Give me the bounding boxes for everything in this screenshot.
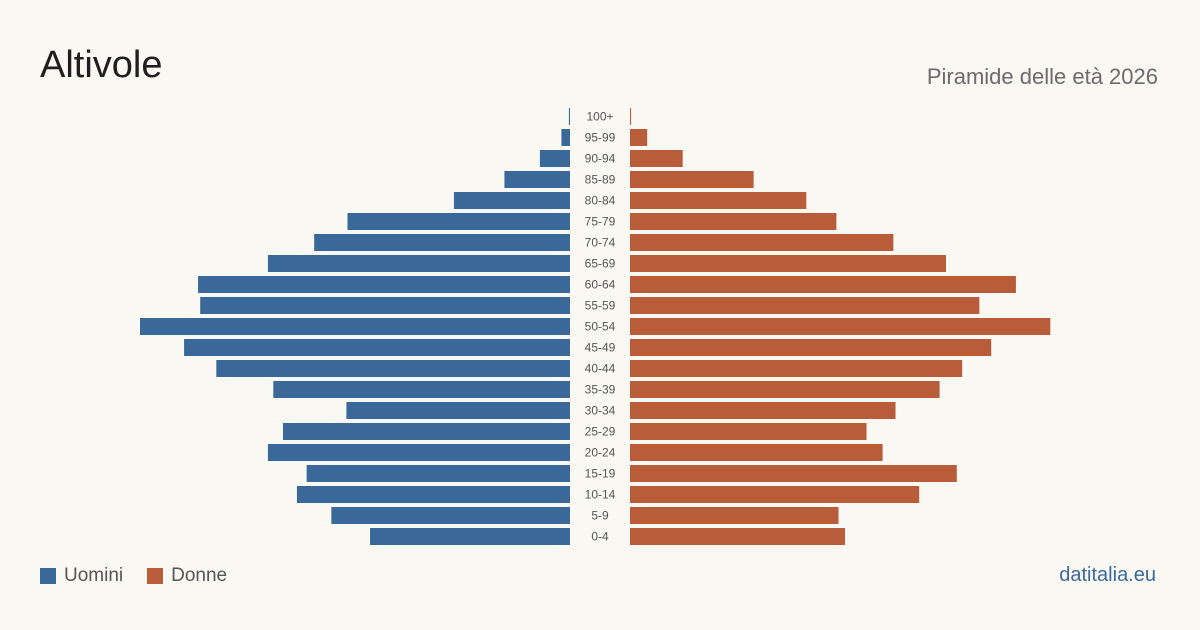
bar-women-5-9 [630,507,839,524]
bar-women-70-74 [630,234,894,251]
bar-women-25-29 [630,423,867,440]
bar-women-95-99 [630,129,648,146]
age-label-10-14: 10-14 [585,488,616,502]
bar-women-90-94 [630,150,683,167]
legend-item-women: Donne [147,565,227,587]
bar-men-30-34 [346,402,570,419]
legend-label-men: Uomini [64,565,124,586]
legend-label-women: Donne [171,565,228,586]
age-label-80-84: 80-84 [585,194,616,208]
age-label-70-74: 70-74 [585,236,616,250]
bar-men-85-89 [504,171,570,188]
bar-men-65-69 [267,255,570,272]
bar-men-15-19 [306,465,570,482]
age-label-5-9: 5-9 [591,509,609,523]
bar-men-75-79 [347,213,570,230]
bar-women-100+ [630,108,632,125]
age-label-35-39: 35-39 [585,383,616,397]
bar-women-65-69 [630,255,947,272]
bar-women-80-84 [630,192,807,209]
bar-men-50-54 [140,318,570,335]
bar-women-10-14 [630,486,920,503]
legend-swatch-women [147,568,164,584]
bar-women-60-64 [630,276,1016,293]
bar-women-55-59 [630,297,980,314]
bar-women-35-39 [630,381,940,398]
bar-men-90-94 [539,150,570,167]
bar-women-45-49 [630,339,992,356]
bar-women-0-4 [630,528,845,545]
bar-men-20-24 [267,444,570,461]
bar-men-40-44 [216,360,570,377]
age-label-45-49: 45-49 [585,341,616,355]
bar-women-20-24 [630,444,883,461]
age-label-50-54: 50-54 [585,320,616,334]
age-label-55-59: 55-59 [585,299,616,313]
chart-legend: Uomini Donne [40,565,241,587]
bar-women-75-79 [630,213,837,230]
age-label-15-19: 15-19 [585,467,616,481]
age-label-100+: 100+ [586,110,613,124]
bar-women-30-34 [630,402,896,419]
bar-men-35-39 [273,381,570,398]
bar-men-80-84 [453,192,570,209]
bar-women-40-44 [630,360,963,377]
bar-men-55-59 [200,297,570,314]
age-label-60-64: 60-64 [585,278,616,292]
age-label-75-79: 75-79 [585,215,616,229]
age-label-85-89: 85-89 [585,173,616,187]
age-label-0-4: 0-4 [591,530,609,544]
age-label-25-29: 25-29 [585,425,616,439]
bar-women-50-54 [630,318,1051,335]
age-label-30-34: 30-34 [585,404,616,418]
bar-men-70-74 [314,234,570,251]
bar-women-85-89 [630,171,754,188]
bar-men-100+ [568,108,570,125]
age-label-65-69: 65-69 [585,257,616,271]
page-title: Altivole [40,44,163,86]
bar-men-25-29 [282,423,570,440]
bar-men-45-49 [184,339,570,356]
chart-subtitle: Piramide delle età 2026 [926,64,1158,89]
legend-swatch-men [40,568,56,584]
age-label-90-94: 90-94 [585,152,616,166]
age-label-20-24: 20-24 [585,446,616,460]
age-label-40-44: 40-44 [585,362,616,376]
bar-women-15-19 [630,465,957,482]
bar-men-60-64 [198,276,571,293]
age-label-95-99: 95-99 [585,131,616,145]
bar-men-5-9 [331,507,570,524]
bar-men-95-99 [561,129,570,146]
bar-men-0-4 [370,528,570,545]
bar-men-10-14 [296,486,570,503]
legend-item-men: Uomini [40,565,123,587]
source-link[interactable]: datitalia.eu [1059,564,1156,586]
